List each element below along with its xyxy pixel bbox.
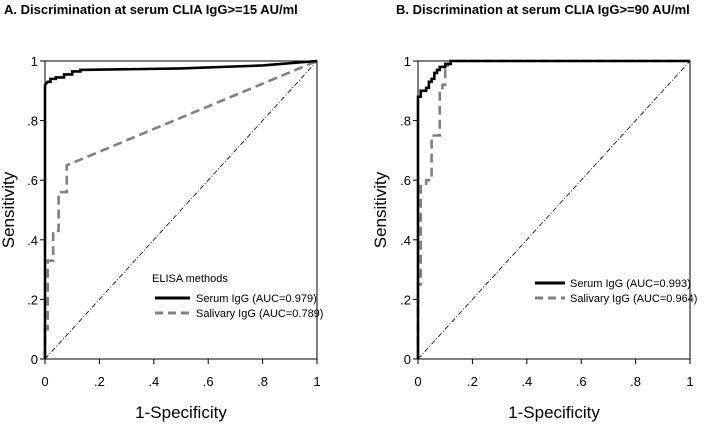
panel-b-y-tick-label: .8 bbox=[400, 114, 411, 129]
panel-a-y-tick-label: 0 bbox=[31, 352, 38, 367]
panel-a-y-tick-label: .6 bbox=[27, 173, 38, 188]
panel-b-x-tick-label: 1 bbox=[686, 374, 693, 389]
panel-a-y-tick-label: .2 bbox=[27, 292, 38, 307]
panel-a-y-axis-label: Sensitivity bbox=[0, 171, 18, 248]
panel-b-y-tick-label: 0 bbox=[404, 352, 411, 367]
panel-b-legend: Serum IgG (AUC=0.993) Salivary IgG (AUC=… bbox=[535, 278, 697, 305]
panel-b-x-tick-label: .8 bbox=[630, 374, 641, 389]
panel-b-y-tick-label: .2 bbox=[400, 292, 411, 307]
panel-a: A. Discrimination at serum CLIA IgG>=15 … bbox=[0, 2, 323, 422]
panel-b-title: B. Discrimination at serum CLIA IgG>=90 … bbox=[396, 2, 690, 17]
panel-a-legend-title: ELISA methods bbox=[152, 273, 228, 285]
panel-b-y-tick-label: .4 bbox=[400, 233, 411, 248]
panel-a-legend-label-salivary: Salivary IgG (AUC=0.789) bbox=[196, 308, 323, 320]
panel-b-x-axis-label: 1-Specificity bbox=[508, 403, 600, 422]
panel-a-y-tick-label: 1 bbox=[31, 54, 38, 69]
panel-b-legend-label-serum: Serum IgG (AUC=0.993) bbox=[570, 278, 691, 290]
panel-a-title: A. Discrimination at serum CLIA IgG>=15 … bbox=[4, 2, 298, 17]
panel-a-serum-roc-line bbox=[43, 59, 318, 359]
panel-b-x-tick-label: .4 bbox=[521, 374, 532, 389]
panel-a-x-tick-label: .8 bbox=[257, 374, 268, 389]
panel-b: B. Discrimination at serum CLIA IgG>=90 … bbox=[371, 2, 697, 422]
panel-a-x-axis-label: 1-Specificity bbox=[135, 403, 227, 422]
panel-b-x-tick-label: 0 bbox=[414, 374, 421, 389]
panel-b-y-axis-label: Sensitivity bbox=[371, 171, 390, 248]
panel-a-x-tick-label: 0 bbox=[41, 374, 48, 389]
panel-b-legend-label-salivary: Salivary IgG (AUC=0.964) bbox=[570, 293, 697, 305]
panel-a-legend-label-serum: Serum IgG (AUC=0.979) bbox=[196, 293, 317, 305]
panel-b-serum-roc-line bbox=[416, 59, 690, 359]
panel-a-y-tick-label: .8 bbox=[27, 114, 38, 129]
panel-a-y-tick-label: .4 bbox=[27, 233, 38, 248]
panel-b-ticks: 0 .2 .4 .6 .8 1 0 .2 .4 .6 .8 1 bbox=[400, 54, 693, 389]
panel-a-x-tick-label: 1 bbox=[313, 374, 320, 389]
panel-a-reference-diagonal-line bbox=[44, 60, 318, 360]
panel-b-y-tick-label: 1 bbox=[404, 54, 411, 69]
panel-a-salivary-roc-line bbox=[43, 59, 318, 359]
panel-b-lines bbox=[416, 59, 691, 360]
panel-a-x-tick-label: .2 bbox=[94, 374, 105, 389]
panel-a-x-tick-label: .6 bbox=[203, 374, 214, 389]
panel-b-x-tick-label: .2 bbox=[467, 374, 478, 389]
panel-b-x-tick-label: .6 bbox=[576, 374, 587, 389]
panel-b-y-tick-label: .6 bbox=[400, 173, 411, 188]
panel-a-x-tick-label: .4 bbox=[148, 374, 159, 389]
panel-a-legend: ELISA methods Serum IgG (AUC=0.979) Sali… bbox=[152, 273, 323, 320]
panel-a-lines bbox=[43, 59, 318, 360]
panel-b-reference-diagonal-line bbox=[417, 60, 691, 360]
panel-a-ticks: 0 .2 .4 .6 .8 1 0 .2 .4 .6 .8 1 bbox=[27, 54, 320, 389]
